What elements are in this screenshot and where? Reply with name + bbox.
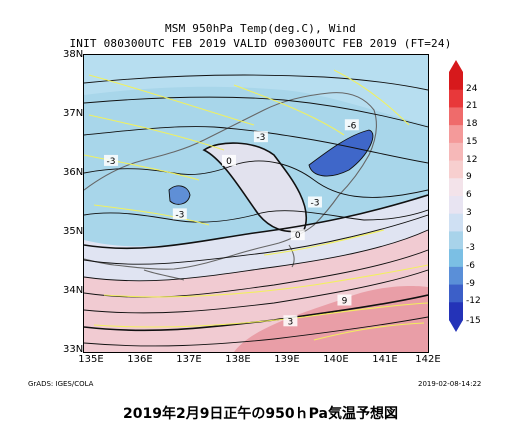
colorbar-top-arrow <box>449 60 463 72</box>
lat-label: 37N <box>63 108 84 119</box>
lon-label: 139E <box>274 354 300 365</box>
colorbar-segment <box>449 196 463 215</box>
contour-label-bg <box>172 208 187 220</box>
contour-label: -3 <box>310 199 319 209</box>
lat-label: 35N <box>63 226 84 237</box>
colorbar-segment <box>449 178 463 197</box>
colorbar-label: 24 <box>466 83 478 94</box>
contour-label: -3 <box>256 133 265 143</box>
colorbar-segment <box>449 302 463 321</box>
lat-label: 34N <box>63 285 84 296</box>
lat-label: 36N <box>63 167 84 178</box>
lat-label: 33N <box>63 344 84 355</box>
colorbar-segment <box>449 160 463 179</box>
lon-label: 138E <box>225 354 251 365</box>
footer-left: GrADS: IGES/COLA <box>28 380 94 388</box>
colorbar-segment <box>449 107 463 126</box>
contour-label-bg <box>104 154 119 166</box>
contour-label: 0 <box>295 231 301 241</box>
colorbar-segment <box>449 266 463 286</box>
lon-label: 137E <box>176 354 202 365</box>
colorbar-label: 6 <box>466 190 472 200</box>
colorbar-label: -12 <box>466 296 481 307</box>
footer-right: 2019-02-08-14:22 <box>418 380 482 388</box>
chart-title-line2: INIT 080300UTC FEB 2019 VALID 090300UTC … <box>69 37 452 50</box>
colorbar-label: -9 <box>466 278 475 289</box>
colorbar-bottom-arrow <box>449 320 463 332</box>
colorbar-label: 9 <box>466 172 472 183</box>
contour-label: -6 <box>347 121 356 131</box>
colorbar-segment <box>449 125 463 144</box>
colorbar-segment <box>449 249 463 268</box>
north-field <box>84 55 428 125</box>
colorbar <box>449 60 463 332</box>
contour-label-bg <box>337 294 352 306</box>
warm-core <box>234 285 428 352</box>
contour-label-bg <box>283 315 298 327</box>
colorbar-label: -15 <box>466 316 481 326</box>
contour-label: 9 <box>342 297 348 307</box>
cold-core <box>309 130 373 177</box>
lat-label: 38N <box>63 49 84 60</box>
temperature-map: -3 -3 -6 -3 0 -3 0 3 9 <box>83 54 429 353</box>
contour-label-bg <box>307 196 322 208</box>
colorbar-label: 15 <box>466 136 478 147</box>
contour-label: -3 <box>107 157 116 167</box>
colorbar-segment <box>449 213 463 232</box>
colorbar-label: 3 <box>466 207 472 218</box>
contour-label-bg <box>221 154 236 166</box>
contour-label: -3 <box>175 210 184 220</box>
colorbar-segment <box>449 231 463 250</box>
map-canvas: -3 -3 -6 -3 0 -3 0 3 9 <box>84 55 428 352</box>
colorbar-label: 12 <box>466 154 478 165</box>
lon-label: 136E <box>127 354 153 365</box>
colorbar-label: 18 <box>466 119 478 130</box>
lon-label: 135E <box>78 354 104 365</box>
colorbar-label: -3 <box>466 243 475 254</box>
lon-label: 142E <box>415 354 441 365</box>
contour-label: 0 <box>226 157 232 167</box>
lon-label: 141E <box>372 354 398 365</box>
contour-label: 3 <box>288 317 294 327</box>
colorbar-segment <box>449 72 463 91</box>
chart-title-line1: MSM 950hPa Temp(deg.C), Wind <box>164 22 357 35</box>
lon-label: 140E <box>323 354 349 365</box>
colorbar-segment <box>449 284 463 303</box>
colorbar-label: 0 <box>466 225 472 236</box>
colorbar-label: -6 <box>466 260 475 271</box>
colorbar-segment <box>449 142 463 162</box>
contour-label-bg <box>253 131 268 143</box>
contour-label-bg <box>344 119 359 131</box>
caption: 2019年2月9日正午の950ｈPa気温予想図 <box>122 406 398 422</box>
cold-pocket <box>169 185 190 205</box>
contour-label-bg <box>290 229 305 241</box>
colorbar-label: 21 <box>466 101 478 112</box>
isotherms <box>84 74 428 347</box>
colorbar-segment <box>449 89 463 108</box>
